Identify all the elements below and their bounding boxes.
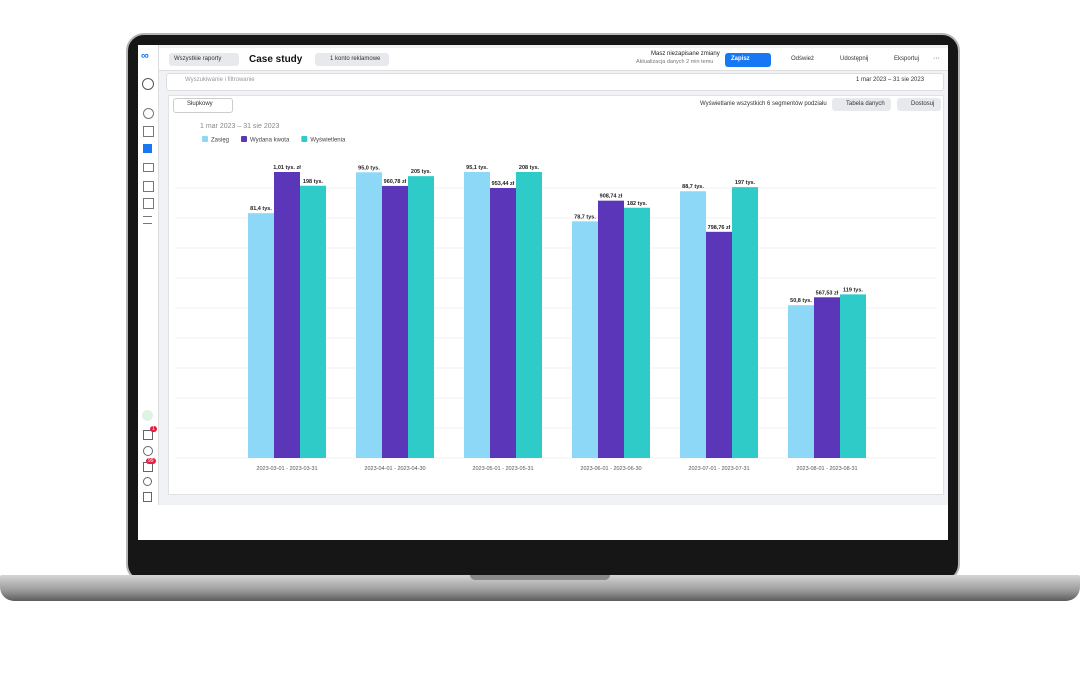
back-label[interactable]: Wszystkie raporty (174, 56, 222, 62)
table-button[interactable] (832, 98, 891, 111)
meta-logo[interactable]: ∞ (141, 50, 149, 62)
value-label: 182 tys. (627, 201, 648, 207)
date-picker[interactable]: 1 mar 2023 – 31 sie 2023 (856, 77, 925, 83)
legend-swatch (301, 136, 308, 142)
x-tick-label: 2023-06-01 - 2023-06-30 (580, 466, 641, 472)
bar (814, 297, 840, 458)
value-label: 1,01 tys. zł (273, 165, 301, 171)
x-tick-label: 2023-03-01 - 2023-03-31 (256, 466, 317, 472)
share-label[interactable]: Udostępnij (840, 56, 869, 62)
nav-icon[interactable] (142, 78, 154, 90)
value-label: 81,4 tys. (250, 206, 272, 212)
updated-note: Aktualizacja danych 2 min temu (636, 59, 714, 65)
bar (624, 207, 650, 458)
nav-icon[interactable] (143, 492, 152, 502)
bar (408, 176, 434, 458)
value-label: 208 tys. (519, 165, 540, 171)
search-bar[interactable] (166, 73, 944, 91)
bar (300, 185, 326, 458)
x-tick-label: 2023-04-01 - 2023-04-30 (364, 466, 425, 472)
nav-icon[interactable] (143, 216, 152, 224)
legend-swatch (202, 136, 208, 142)
save-button[interactable] (725, 53, 771, 67)
save-label[interactable]: Zapisz (731, 56, 750, 62)
legend-swatch (241, 136, 248, 142)
bar (598, 200, 624, 458)
value-label: 95,1 tys. (466, 165, 488, 171)
value-label: 198 tys. (303, 179, 324, 185)
nav-icon[interactable] (143, 181, 154, 192)
value-label: 95,0 tys. (358, 165, 380, 171)
legend-label: Wydana kwota (250, 138, 290, 144)
sidebar (138, 45, 159, 505)
nav-icon[interactable] (143, 163, 154, 172)
bar (572, 221, 598, 458)
bar (382, 185, 408, 458)
legend-label: Wyświetlenia (310, 138, 346, 144)
value-label: 50,8 tys. (790, 298, 812, 304)
value-label: 205 tys. (411, 169, 432, 175)
nav-icon-active[interactable] (143, 144, 152, 153)
x-tick-label: 2023-08-01 - 2023-08-31 (796, 466, 857, 472)
segments-note: Wyświetlanie wszystkich 6 segmentów podz… (700, 101, 827, 107)
help-icon[interactable] (142, 410, 153, 421)
nav-icon[interactable] (143, 126, 154, 137)
bar (356, 172, 382, 459)
account-button[interactable] (315, 53, 389, 66)
bar (464, 172, 490, 458)
bar (248, 213, 274, 458)
chart-kind-label[interactable]: Słupkowy (187, 101, 213, 107)
nav-icon[interactable] (143, 108, 154, 119)
refresh-label[interactable]: Odśwież (791, 56, 815, 62)
legend-label: Zasięg (211, 138, 229, 144)
bar (680, 191, 706, 458)
account-label[interactable]: 1 konto reklamowe (330, 56, 381, 62)
x-tick-label: 2023-05-01 - 2023-05-31 (472, 466, 533, 472)
value-label: 908,74 zł (600, 194, 623, 200)
export-label[interactable]: Eksportuj (894, 56, 920, 62)
bar (732, 187, 758, 458)
value-label: 88,7 tys. (682, 184, 704, 190)
back-button[interactable] (169, 53, 239, 66)
bar (706, 231, 732, 458)
nav-icon[interactable] (143, 198, 154, 209)
x-tick-label: 2023-07-01 - 2023-07-31 (688, 466, 749, 472)
bar (516, 172, 542, 458)
value-label: 798,76 zł (708, 225, 731, 231)
table-label[interactable]: Tabela danych (846, 101, 885, 107)
report-title: Case study (249, 54, 303, 65)
more-button[interactable]: ··· (933, 55, 940, 62)
value-label: 78,7 tys. (574, 214, 596, 220)
chart-title: 1 mar 2023 – 31 sie 2023 (200, 123, 279, 130)
customize-button[interactable] (897, 98, 941, 111)
chart: 1 mar 2023 – 31 sie 2023 Zasięg Wydana kwo… (175, 123, 937, 472)
unsaved-note: Masz niezapisane zmiany (651, 51, 720, 57)
bar (840, 294, 866, 458)
bar (490, 188, 516, 458)
badge: 99 (146, 458, 156, 464)
bar (788, 305, 814, 458)
laptop-notch (470, 575, 610, 580)
nav-icon[interactable] (143, 430, 153, 440)
badge: 1 (150, 426, 157, 432)
search-placeholder[interactable]: Wyszukiwanie i filtrowanie (185, 77, 255, 83)
value-label: 960,78 zł (384, 179, 407, 185)
nav-icon[interactable] (143, 446, 153, 456)
value-label: 119 tys. (843, 287, 863, 293)
bar (274, 172, 300, 458)
customize-label[interactable]: Dostosuj (911, 101, 935, 107)
search-icon[interactable] (143, 477, 152, 486)
value-label: 567,53 zł (816, 290, 839, 296)
value-label: 197 tys. (735, 180, 756, 186)
chart-kind-button[interactable] (173, 98, 233, 113)
value-label: 953,44 zł (492, 181, 515, 187)
